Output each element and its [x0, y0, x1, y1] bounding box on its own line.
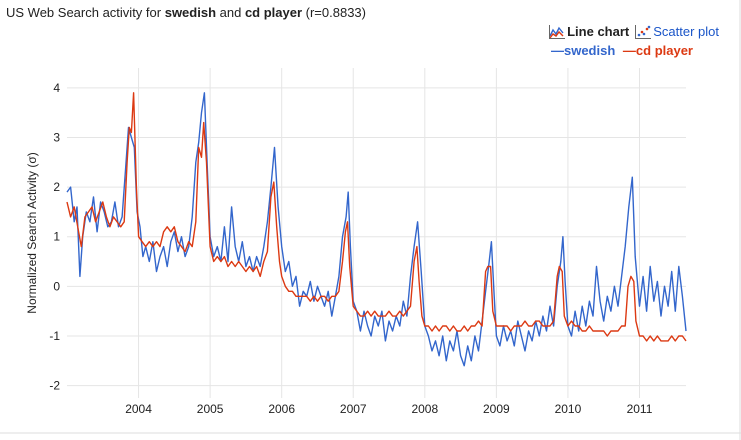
y-tick-label: 0 — [53, 279, 60, 293]
chart-title: US Web Search activity for swedish and c… — [6, 5, 366, 20]
title-suffix: (r=0.8833) — [302, 5, 366, 20]
scatter-plot-label: Scatter plot — [653, 24, 719, 39]
y-tick-label: -1 — [49, 329, 60, 343]
line-chart-icon — [549, 24, 566, 39]
x-tick-label: 2008 — [411, 402, 438, 416]
x-tick-label: 2010 — [555, 402, 582, 416]
series-line-cd-player — [66, 92, 687, 342]
series-line-swedish — [66, 92, 687, 367]
line-chart-label: Line chart — [567, 24, 630, 39]
line-chart-button[interactable]: Line chart — [549, 24, 629, 39]
scatter-plot-icon — [635, 24, 652, 39]
title-term-2: cd player — [244, 5, 303, 20]
x-tick-label: 2007 — [340, 402, 367, 416]
y-tick-label: 1 — [53, 230, 60, 244]
legend-cd-player: —cd player — [622, 43, 693, 58]
y-tick-label: 2 — [53, 180, 60, 194]
x-tick-label: 2005 — [197, 402, 224, 416]
x-tick-label: 2006 — [268, 402, 295, 416]
x-tick-label: 2009 — [483, 402, 510, 416]
y-tick-label: 3 — [53, 130, 60, 144]
scatter-plot-button[interactable]: Scatter plot — [635, 24, 719, 39]
x-tick-label: 2011 — [627, 402, 653, 416]
chart-type-controls: Line chart Scatter plot — [549, 24, 719, 39]
y-tick-label: 4 — [53, 81, 60, 95]
legend-swedish: —swedish — [550, 43, 616, 58]
y-tick-label: -2 — [49, 379, 60, 393]
y-axis-label: Normalized Search Activity (σ) — [25, 152, 39, 313]
x-tick-label: 2004 — [125, 402, 152, 416]
title-mid: and — [216, 5, 245, 20]
title-term-1: swedish — [164, 5, 217, 20]
legend: —swedish —cd player — [547, 43, 693, 58]
title-prefix: US Web Search activity for — [6, 5, 165, 20]
